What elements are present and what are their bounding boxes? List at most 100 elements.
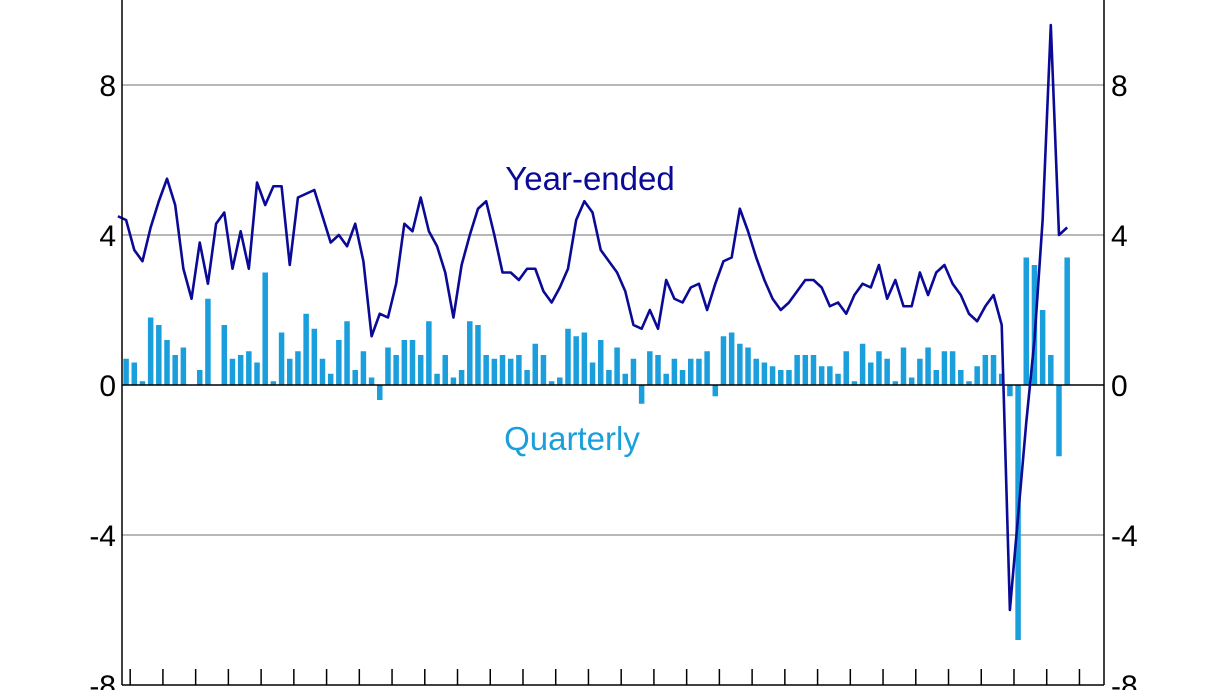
quarterly-bar — [450, 377, 457, 385]
quarterly-bar — [949, 351, 956, 385]
quarterly-bar — [557, 377, 563, 385]
series-label-year-ended: Year-ended — [505, 160, 674, 197]
quarterly-bar — [229, 358, 236, 385]
quarterly-bar — [663, 373, 669, 385]
quarterly-bar — [802, 355, 809, 385]
quarterly-bar — [442, 355, 448, 385]
quarterly-bar — [966, 381, 972, 385]
y-tick-label-left: 0 — [99, 370, 116, 403]
quarterly-bar — [933, 370, 939, 385]
quarterly-bar — [426, 321, 432, 385]
quarterly-bar — [745, 347, 751, 385]
quarterly-bar — [311, 328, 318, 385]
quarterly-bar — [499, 355, 506, 385]
quarterly-bar — [982, 355, 989, 385]
quarterly-bar — [287, 358, 293, 385]
quarterly-bar — [851, 381, 858, 385]
quarterly-bar — [778, 370, 784, 385]
series-label-quarterly: Quarterly — [504, 420, 640, 457]
quarterly-bar — [172, 355, 178, 385]
quarterly-bar — [401, 340, 408, 385]
quarterly-bar — [1064, 257, 1070, 385]
quarterly-bar — [696, 358, 702, 385]
quarterly-bar — [237, 355, 244, 385]
quarterly-bar — [1023, 257, 1030, 385]
quarterly-bar — [581, 332, 588, 385]
quarterly-bar — [327, 373, 334, 385]
quarterly-bar — [728, 332, 735, 385]
quarterly-bar — [835, 373, 841, 385]
quarterly-bar — [925, 347, 931, 385]
year-ended-line-layer — [117, 23, 1069, 612]
quarterly-bar — [278, 332, 285, 385]
quarterly-bar — [892, 381, 899, 385]
quarterly-bar — [139, 381, 146, 385]
quarterly-bar — [319, 358, 326, 385]
quarterly-bar — [597, 340, 604, 385]
quarterly-bar — [974, 366, 980, 385]
quarterly-bar — [884, 358, 890, 385]
quarterly-bar — [1048, 355, 1054, 385]
quarterly-bar — [516, 355, 522, 385]
quarterly-bar — [671, 358, 678, 385]
quarterly-bar — [687, 358, 694, 385]
quarterly-bar — [303, 313, 309, 385]
quarterly-bar — [164, 340, 170, 385]
quarterly-bar — [606, 370, 612, 385]
quarterly-bar — [679, 370, 686, 385]
quarterly-bar — [908, 377, 915, 385]
quarterly-bar — [434, 373, 440, 385]
quarterly-bar — [1039, 310, 1046, 385]
y-tick-label-right: 8 — [1111, 70, 1128, 103]
quarterly-bar — [409, 340, 416, 385]
quarterly-bar — [638, 385, 645, 404]
quarterly-bar — [344, 321, 350, 385]
quarterly-bar — [221, 325, 228, 385]
quarterly-bar — [483, 355, 489, 385]
quarterly-bar — [876, 351, 882, 385]
quarterly-bar — [467, 321, 473, 385]
quarterly-bar — [737, 343, 743, 385]
y-tick-label-left: 8 — [99, 70, 116, 103]
quarterly-bar — [998, 373, 1005, 385]
quarterly-bar — [958, 370, 964, 385]
quarterly-bar — [827, 366, 833, 385]
quarterly-bar — [385, 347, 391, 385]
axes — [121, 0, 1105, 686]
quarterly-bar — [794, 355, 800, 385]
quarterly-bar — [532, 343, 539, 385]
quarterly-bar — [990, 355, 997, 385]
gridlines — [122, 84, 1104, 536]
quarterly-bar — [941, 351, 948, 385]
quarterly-bar — [475, 325, 481, 385]
quarterly-bar — [196, 370, 203, 385]
quarterly-bar — [417, 355, 424, 385]
quarterly-bar — [262, 272, 268, 385]
axis-tick-labels: -8 -8 -4 -4 0 0 4 4 8 8 — [89, 70, 1137, 690]
quarterly-bar — [900, 347, 907, 385]
y-tick-label-right: -4 — [1111, 520, 1138, 553]
quarterly-bar — [786, 370, 792, 385]
quarterly-bar — [573, 336, 579, 385]
quarterly-bar — [156, 325, 162, 385]
quarterly-bar — [843, 351, 849, 385]
quarterly-bar — [131, 362, 138, 385]
quarterly-bar — [507, 358, 514, 385]
y-tick-label-left: -4 — [89, 520, 116, 553]
quarterly-bar — [360, 351, 367, 385]
quarterly-bar — [540, 355, 547, 385]
quarterly-bar — [655, 355, 661, 385]
quarterly-bar — [254, 362, 260, 385]
y-tick-label-right: 0 — [1111, 370, 1128, 403]
quarterly-bar — [712, 385, 719, 397]
quarterly-bar — [352, 370, 358, 385]
quarterly-bar — [753, 358, 759, 385]
quarterly-bar — [818, 366, 825, 385]
quarterly-bar — [761, 362, 768, 385]
quarterly-bar — [810, 355, 817, 385]
quarterly-bar — [917, 358, 923, 385]
quarterly-bar — [270, 381, 277, 385]
quarterly-bar — [393, 355, 399, 385]
quarterly-bar — [868, 362, 874, 385]
